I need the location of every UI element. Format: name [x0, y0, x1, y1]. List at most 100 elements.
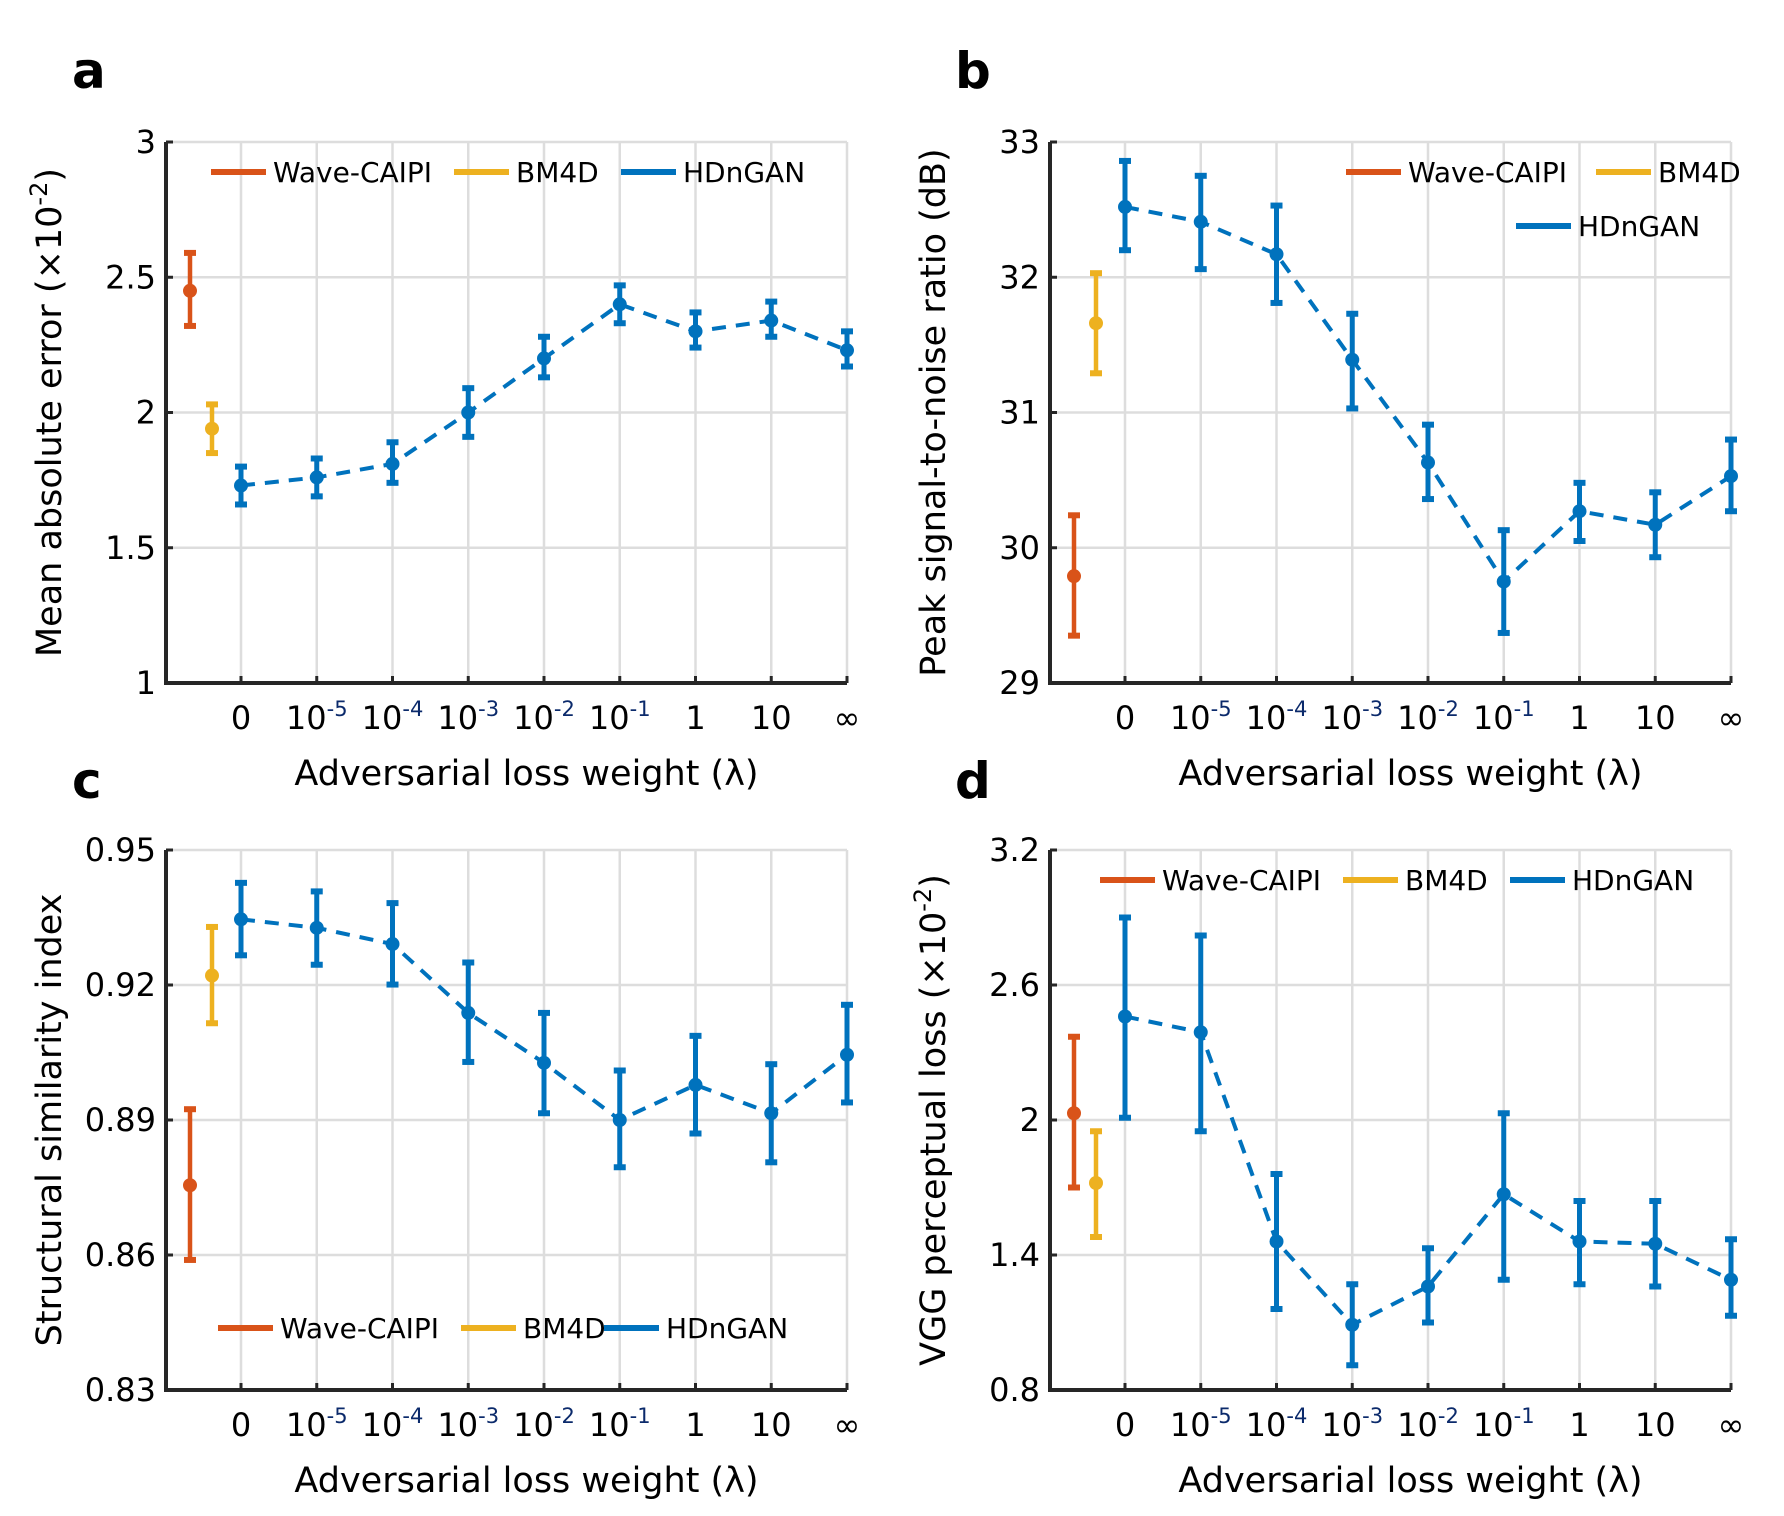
y-tick-label: 0.86 [85, 1236, 156, 1274]
legend-label: HDnGAN [1578, 210, 1700, 243]
y-tick-label: 1.4 [989, 1236, 1040, 1274]
series-point-hdngan [1724, 1236, 1738, 1319]
grid [166, 848, 849, 1392]
y-tick-label: 31 [999, 394, 1040, 432]
grid [166, 140, 849, 685]
y-axis-label: Structural similarity index [30, 894, 70, 1347]
x-axis-label: Adversarial loss weight (λ) [294, 1461, 758, 1501]
x-tick-label: 10-4 [1246, 1404, 1308, 1444]
y-tick-label: 0.95 [85, 831, 156, 869]
x-tick-label: 10-5 [286, 697, 348, 737]
x-tick-label: 10-5 [1170, 697, 1232, 737]
x-tick-label: 10-4 [362, 697, 424, 737]
y-tick-label: 0.83 [85, 1371, 156, 1409]
data-point [1724, 1272, 1738, 1287]
data-point [1496, 574, 1511, 589]
series-point-hdngan [309, 888, 324, 968]
x-tick-label: 1 [1569, 1406, 1589, 1444]
series-point-hdngan [1496, 527, 1511, 636]
data-point [1345, 352, 1360, 367]
legend: Wave-CAIPI BM4D HDnGAN [1346, 156, 1741, 243]
y-tick-label: 33 [999, 123, 1040, 161]
baseline-bm4d [205, 401, 219, 457]
x-tick-label: 1 [685, 1406, 705, 1444]
data-point [1193, 214, 1208, 229]
legend-item-wave-caipi: Wave-CAIPI [211, 156, 432, 189]
x-tick-label: 0 [1115, 1406, 1135, 1444]
panel-letter: c [72, 752, 102, 810]
data-point [309, 470, 324, 485]
series-point-hdngan [1648, 1198, 1663, 1290]
x-axis-label: Adversarial loss weight (λ) [1178, 1461, 1642, 1501]
x-tick-label: 1 [685, 699, 705, 737]
data-point [612, 297, 627, 312]
data-point [234, 478, 248, 493]
x-tick-label: 10-3 [1321, 1404, 1383, 1444]
x-tick-label: 0 [231, 699, 251, 737]
legend-label: BM4D [523, 1312, 606, 1345]
panel-a: a 1 1.5 2 2.5 3 0 10-5 10-4 10-3 10-2 10-1 1 10 ∞ Adver… [25, 42, 860, 794]
legend-label: BM4D [516, 156, 599, 189]
x-tick-label: 10 [1635, 1406, 1676, 1444]
legend-label: HDnGAN [683, 156, 805, 189]
legend-item-bm4d: BM4D [1596, 156, 1741, 189]
y-axis-label: Mean absolute error (×10-2) [25, 168, 70, 657]
series-point-hdngan [840, 1001, 854, 1106]
legend-label: Wave-CAIPI [280, 1312, 439, 1345]
data-point [1724, 469, 1738, 484]
y-tick-label: 30 [999, 529, 1040, 567]
x-tick-label: 10-2 [513, 697, 575, 737]
x-tick-label: 10-2 [513, 1404, 575, 1444]
data-point [688, 324, 703, 339]
data-point [1089, 316, 1103, 331]
x-tick-label: ∞ [1718, 1406, 1745, 1444]
series-point-hdngan [1496, 1110, 1511, 1283]
x-tick-label: 0 [231, 1406, 251, 1444]
x-tick-label: ∞ [834, 1406, 861, 1444]
data-point [537, 1055, 551, 1070]
y-tick-label: 2.5 [105, 258, 156, 296]
baseline-bm4d [1089, 270, 1103, 377]
series-point-hdngan [612, 282, 627, 327]
series-point-hdngan [1118, 157, 1132, 254]
y-tick-label: 1 [136, 664, 156, 702]
series-point-hdngan [688, 1032, 703, 1137]
x-tick-label: 10-1 [589, 697, 651, 737]
x-tick-label: 1 [1569, 699, 1589, 737]
panel-c: c 0.83 0.86 0.89 0.92 0.95 0 10-5 10-4 10-3 10-2 10… [30, 752, 860, 1501]
x-axis-label: Adversarial loss weight (λ) [294, 754, 758, 794]
data-point [385, 456, 400, 471]
series-point-hdngan [234, 879, 248, 959]
y-tick-label: 3 [136, 123, 156, 161]
panel-d: d 0.8 1.4 2 2.6 3.2 0 10-5 10-4 10-3 10-2 10-1 1 10 ∞ A… [909, 752, 1744, 1501]
panel-letter: d [955, 752, 991, 810]
series-point-hdngan [1724, 436, 1738, 515]
series-point-hdngan [612, 1067, 627, 1171]
x-tick-label: 10 [1635, 699, 1676, 737]
grid [1050, 848, 1733, 1392]
data-point [764, 313, 779, 328]
series-point-hdngan [1118, 914, 1132, 1121]
baseline-bm4d [1089, 1128, 1103, 1240]
x-tick-label: 10-1 [1473, 697, 1535, 737]
y-tick-label: 29 [999, 664, 1040, 702]
data-point [1089, 1176, 1103, 1190]
data-point [461, 1005, 476, 1020]
data-point [205, 421, 219, 436]
baseline-wave-caipi [1067, 512, 1081, 639]
x-tick-label: 10-4 [1246, 697, 1308, 737]
data-point [1067, 569, 1081, 584]
x-tick-label: 10-2 [1397, 697, 1459, 737]
data-point [1572, 504, 1587, 519]
series-point-hdngan [1421, 1245, 1435, 1326]
y-tick-label: 32 [999, 258, 1040, 296]
series-point-hdngan [234, 463, 248, 508]
series-point-hdngan [385, 900, 400, 988]
legend-item-wave-caipi: Wave-CAIPI [218, 1312, 439, 1345]
data-point [1421, 455, 1435, 470]
series-point-hdngan [461, 959, 476, 1065]
x-tick-label: ∞ [834, 699, 861, 737]
x-tick-label: 10 [751, 699, 792, 737]
legend-item-hdngan: HDnGAN [1510, 864, 1694, 897]
